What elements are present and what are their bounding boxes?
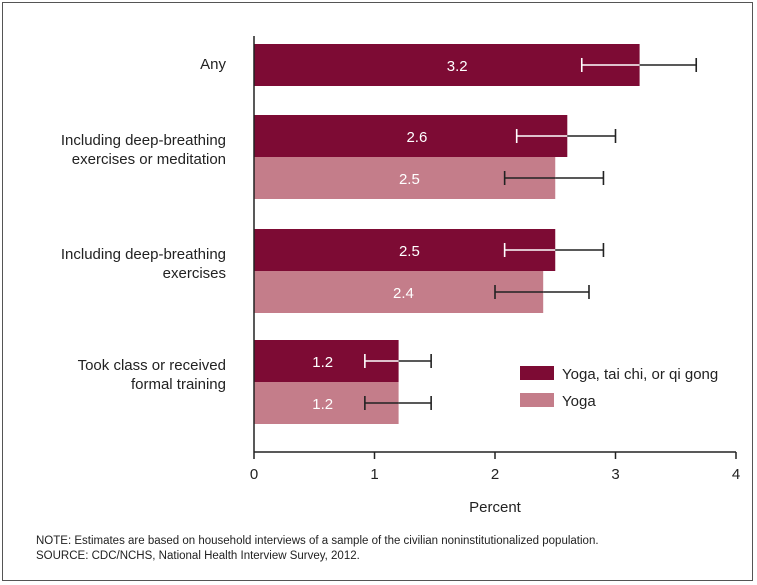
legend-label: Yoga (562, 393, 596, 410)
bar (254, 115, 568, 157)
bar (254, 44, 640, 86)
category-label: Including deep-breathing (61, 132, 226, 149)
legend-label: Yoga, tai chi, or qi gong (562, 366, 718, 383)
bar-value-label: 1.2 (312, 354, 333, 371)
bar-value-label: 2.5 (399, 171, 420, 188)
x-tick-label: 4 (732, 466, 740, 483)
x-tick-label: 1 (370, 466, 378, 483)
bar-value-label: 1.2 (312, 396, 333, 413)
bar-value-label: 2.5 (399, 243, 420, 260)
legend-swatch (520, 366, 554, 380)
bar-value-label: 3.2 (447, 58, 468, 75)
category-label: exercises or meditation (72, 151, 226, 168)
x-tick-label: 2 (491, 466, 499, 483)
legend-swatch (520, 393, 554, 407)
category-labels-layer: Any Including deep-breathing exercises or … (61, 56, 227, 393)
footnote-note: NOTE: Estimates are based on household i… (36, 535, 599, 547)
category-label: Took class or received (78, 357, 226, 374)
category-label: exercises (163, 265, 226, 282)
x-tick-label: 0 (250, 466, 258, 483)
bars-layer (254, 44, 640, 424)
bar-labels-layer: 3.2 2.6 2.5 2.5 2.4 1.2 1.2 (312, 58, 467, 413)
x-axis: 0 1 2 3 4 (250, 36, 740, 483)
x-tick-label: 3 (611, 466, 619, 483)
x-axis-title: Percent (469, 499, 522, 516)
bar-value-label: 2.4 (393, 285, 414, 302)
category-label: formal training (131, 376, 226, 393)
category-label: Any (200, 56, 226, 73)
legend: Yoga, tai chi, or qi gong Yoga (520, 366, 718, 410)
bar-value-label: 2.6 (406, 129, 427, 146)
error-bars-layer (364, 58, 698, 410)
category-label: Including deep-breathing (61, 246, 226, 263)
footnote-source: SOURCE: CDC/NCHS, National Health Interv… (36, 550, 360, 562)
